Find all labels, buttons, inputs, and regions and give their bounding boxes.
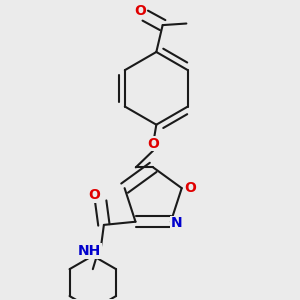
Text: O: O	[147, 137, 159, 151]
Text: O: O	[135, 4, 146, 18]
Text: NH: NH	[78, 244, 101, 258]
Text: N: N	[171, 216, 182, 230]
Text: O: O	[88, 188, 100, 203]
Text: O: O	[184, 181, 196, 195]
